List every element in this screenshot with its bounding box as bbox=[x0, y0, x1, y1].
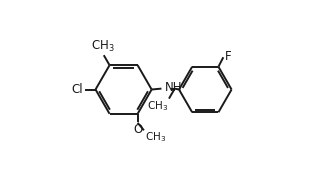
Text: CH$_3$: CH$_3$ bbox=[147, 99, 168, 113]
Text: CH$_3$: CH$_3$ bbox=[145, 131, 166, 144]
Text: NH: NH bbox=[164, 81, 182, 94]
Text: CH$_3$: CH$_3$ bbox=[91, 39, 115, 54]
Text: F: F bbox=[225, 50, 231, 63]
Text: O: O bbox=[133, 123, 142, 136]
Text: Cl: Cl bbox=[71, 83, 83, 96]
